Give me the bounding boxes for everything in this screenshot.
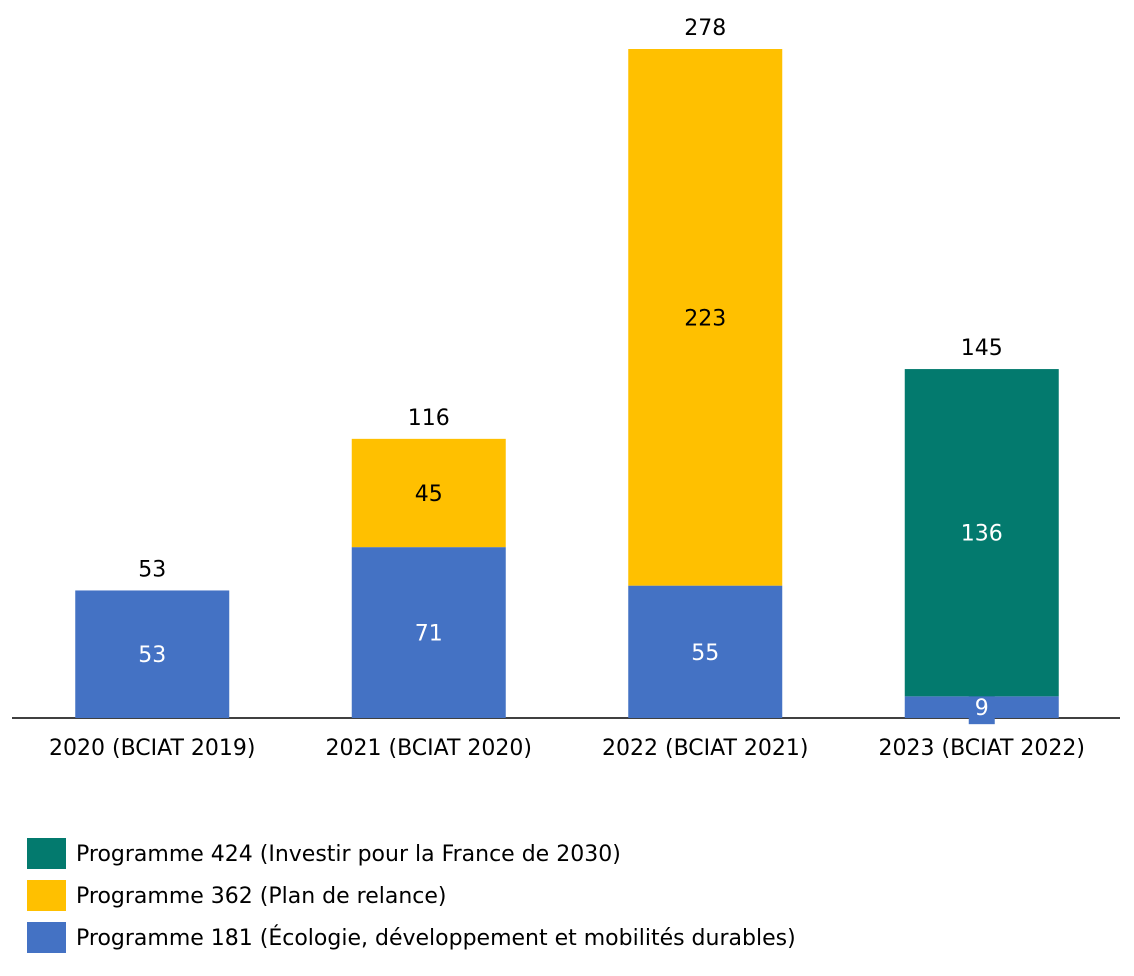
legend-label: Programme 181 (Écologie, développement e… xyxy=(76,925,796,951)
x-tick-label: 2022 (BCIAT 2021) xyxy=(602,736,808,761)
x-tick-label: 2023 (BCIAT 2022) xyxy=(879,736,1085,761)
legend-label: Programme 362 (Plan de relance) xyxy=(76,884,447,909)
bar-segment xyxy=(628,585,783,718)
total-label: 278 xyxy=(684,16,726,41)
legend-swatch xyxy=(27,880,66,911)
bar-segment xyxy=(75,590,230,718)
total-label: 145 xyxy=(961,336,1003,361)
data-label: 53 xyxy=(138,643,166,668)
bar-segment xyxy=(628,49,783,586)
total-label: 116 xyxy=(408,406,450,431)
total-label: 53 xyxy=(138,557,166,582)
bar-segment xyxy=(351,547,506,718)
data-label: 223 xyxy=(684,306,726,331)
data-label: 9 xyxy=(975,696,989,721)
legend-swatch xyxy=(27,922,66,953)
legend-swatch xyxy=(27,838,66,869)
x-tick-label: 2020 (BCIAT 2019) xyxy=(49,736,255,761)
bar-segment xyxy=(351,438,506,548)
data-label: 45 xyxy=(415,482,443,507)
x-tick-label: 2021 (BCIAT 2020) xyxy=(326,736,532,761)
data-label: 71 xyxy=(415,622,443,647)
data-label: 136 xyxy=(961,522,1003,547)
legend-label: Programme 424 (Investir pour la France d… xyxy=(76,842,621,867)
label-background xyxy=(968,694,995,725)
bar-segment xyxy=(904,369,1059,697)
data-label: 55 xyxy=(691,641,719,666)
